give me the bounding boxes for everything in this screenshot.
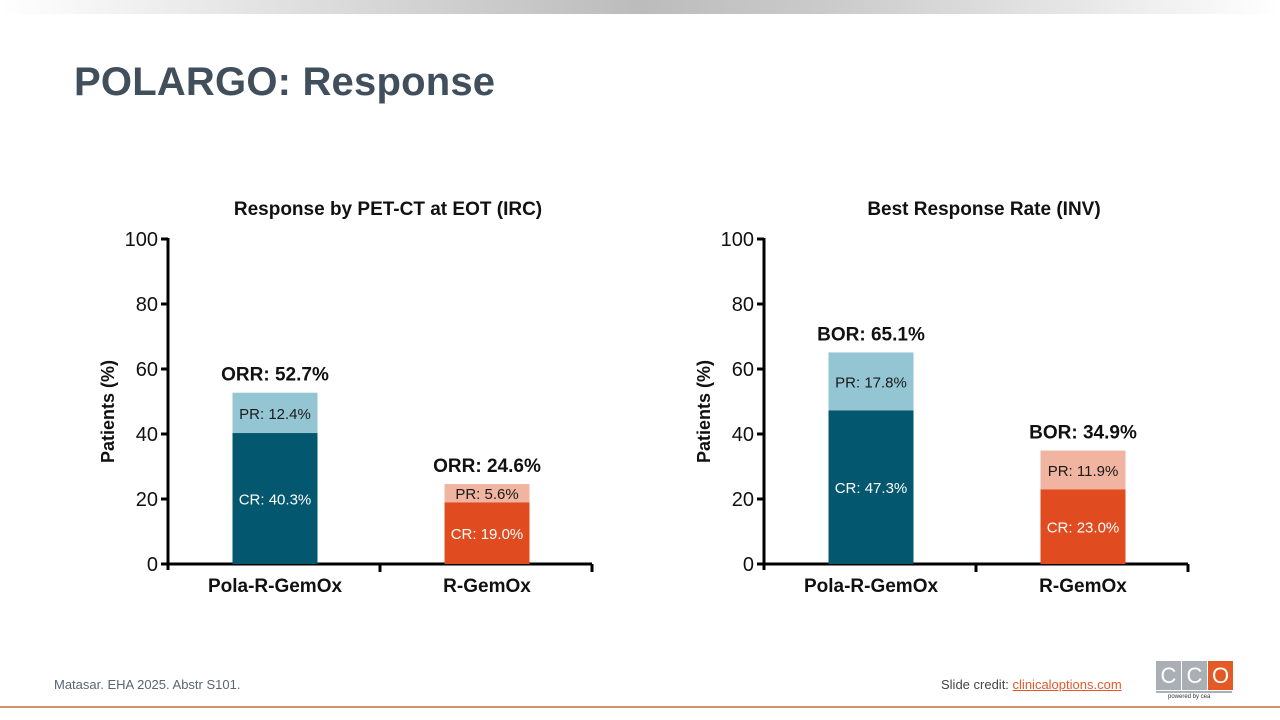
logo-tagline: powered by cea	[1168, 694, 1211, 700]
y-tick-label: 40	[732, 424, 754, 446]
y-tick-label: 20	[136, 489, 158, 511]
bar-segment-pr-pola-r-gemox	[232, 392, 318, 434]
segment-label: CR: 40.3%	[239, 492, 312, 509]
segment-label: PR: 17.8%	[835, 374, 907, 391]
chart-title: Response by PET-CT at EOT (IRC)	[234, 199, 542, 220]
reference-citation: Matasar. EHA 2025. Abstr S101.	[54, 677, 241, 692]
bar-segment-cr-pola-r-gemox	[828, 410, 914, 564]
x-category-label: Pola-R-GemOx	[208, 576, 343, 597]
footer-divider	[0, 706, 1280, 708]
bar-segment-cr-pola-r-gemox	[232, 433, 318, 564]
segment-label: CR: 19.0%	[451, 526, 524, 543]
chart-title: Best Response Rate (INV)	[867, 199, 1100, 220]
segment-label: PR: 12.4%	[239, 406, 311, 423]
bar-segment-cr-r-gemox	[1040, 489, 1126, 564]
chart-best-response-rate: Best Response Rate (INV) Patients (%) 0 20 4…	[694, 199, 1190, 597]
slide-credit-label: Slide credit:	[941, 677, 1013, 692]
x-category-label: Pola-R-GemOx	[804, 576, 939, 597]
y-tick-label: 60	[136, 359, 158, 381]
slide-credit: Slide credit: clinicaloptions.com	[941, 677, 1122, 692]
logo-letter-o: O	[1208, 661, 1233, 690]
y-tick-label: 60	[732, 359, 754, 381]
y-tick-label: 80	[732, 294, 754, 316]
bar-segment-pr-r-gemox	[1040, 450, 1126, 490]
y-tick-label: 100	[125, 229, 158, 251]
segment-label: PR: 5.6%	[455, 486, 518, 503]
y-tick-label: 20	[732, 489, 754, 511]
clinicaloptions-link[interactable]: clinicaloptions.com	[1012, 677, 1122, 692]
cco-logo: C C O powered by cea	[1156, 661, 1234, 700]
segment-label: CR: 23.0%	[1047, 520, 1120, 537]
bar-segment-pr-pola-r-gemox	[828, 352, 914, 411]
y-tick-label: 40	[136, 424, 158, 446]
segment-label: CR: 47.3%	[835, 480, 908, 497]
total-label: ORR: 52.7%	[221, 365, 329, 386]
chart-response-pet-ct: Response by PET-CT at EOT (IRC) Patients …	[98, 199, 594, 597]
logo-letter-c1: C	[1156, 661, 1181, 690]
logo-underline	[1156, 691, 1232, 693]
segment-label: PR: 11.9%	[1048, 463, 1119, 480]
x-category-label: R-GemOx	[443, 576, 531, 597]
y-tick-label: 100	[721, 229, 754, 251]
logo-letter-c2: C	[1182, 661, 1207, 690]
total-label: BOR: 65.1%	[817, 324, 925, 345]
y-tick-label: 80	[136, 294, 158, 316]
y-axis-label: Patients (%)	[694, 360, 714, 463]
total-label: BOR: 34.9%	[1029, 423, 1137, 444]
x-category-label: R-GemOx	[1039, 576, 1127, 597]
y-tick-label: 0	[147, 554, 158, 576]
bar-segment-cr-r-gemox	[444, 502, 530, 564]
y-tick-label: 0	[743, 554, 754, 576]
y-axis-label: Patients (%)	[98, 360, 118, 463]
slide-title: POLARGO: Response	[74, 60, 496, 104]
total-label: ORR: 24.6%	[433, 456, 541, 477]
top-gradient-bar	[0, 0, 1280, 14]
bar-segment-pr-r-gemox	[444, 484, 530, 503]
